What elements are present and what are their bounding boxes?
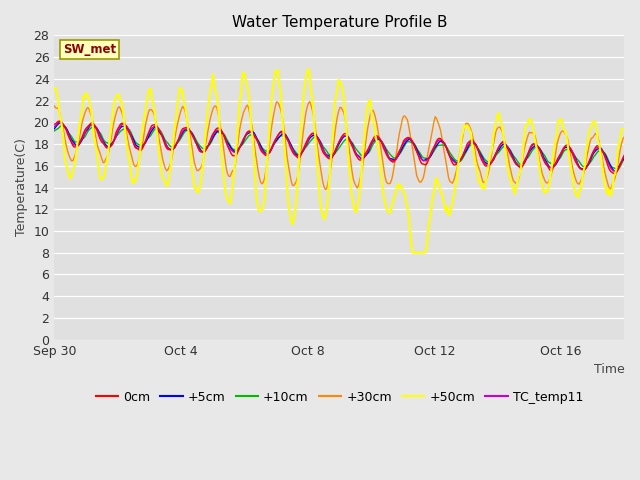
0cm xyxy=(503,144,511,150)
+5cm xyxy=(503,143,511,149)
0cm xyxy=(621,152,628,158)
+50cm xyxy=(383,205,390,211)
+5cm xyxy=(611,168,619,174)
+50cm xyxy=(305,66,312,72)
TC_temp11 xyxy=(611,168,619,174)
Line: +5cm: +5cm xyxy=(54,122,625,171)
+50cm xyxy=(492,119,500,125)
+5cm xyxy=(447,155,455,160)
TC_temp11 xyxy=(447,156,455,162)
+30cm xyxy=(449,180,456,186)
+50cm xyxy=(449,200,456,205)
0cm xyxy=(56,118,63,124)
+10cm xyxy=(58,122,66,128)
Text: SW_met: SW_met xyxy=(63,43,116,56)
+30cm xyxy=(94,144,102,150)
+5cm xyxy=(383,148,390,154)
0cm xyxy=(491,154,499,159)
+10cm xyxy=(491,155,499,161)
0cm xyxy=(51,121,58,127)
+50cm xyxy=(94,160,102,166)
+5cm xyxy=(51,126,58,132)
+30cm xyxy=(621,134,628,140)
+50cm xyxy=(504,167,512,173)
TC_temp11 xyxy=(51,124,58,130)
TC_temp11 xyxy=(491,153,499,158)
+30cm xyxy=(322,187,330,192)
+10cm xyxy=(574,157,582,163)
+30cm xyxy=(575,181,583,187)
0cm xyxy=(574,163,582,169)
+50cm xyxy=(51,87,58,93)
+50cm xyxy=(621,125,628,131)
+10cm xyxy=(95,129,103,135)
0cm xyxy=(95,134,103,140)
+10cm xyxy=(621,156,628,162)
0cm xyxy=(447,157,455,163)
Legend: 0cm, +5cm, +10cm, +30cm, +50cm, TC_temp11: 0cm, +5cm, +10cm, +30cm, +50cm, TC_temp1… xyxy=(91,385,588,408)
+30cm xyxy=(306,98,314,104)
Line: +50cm: +50cm xyxy=(54,69,625,253)
TC_temp11 xyxy=(503,143,511,148)
TC_temp11 xyxy=(383,149,390,155)
TC_temp11 xyxy=(621,154,628,159)
+30cm xyxy=(492,128,500,133)
+10cm xyxy=(447,152,455,157)
+10cm xyxy=(503,144,511,150)
0cm xyxy=(383,151,390,157)
TC_temp11 xyxy=(574,162,582,168)
+5cm xyxy=(491,154,499,159)
+10cm xyxy=(383,146,390,152)
+5cm xyxy=(57,120,65,125)
+30cm xyxy=(504,153,512,159)
Line: 0cm: 0cm xyxy=(54,121,625,173)
+10cm xyxy=(612,166,620,172)
+5cm xyxy=(621,155,628,161)
+30cm xyxy=(51,103,58,109)
TC_temp11 xyxy=(56,119,63,125)
+30cm xyxy=(384,180,392,186)
TC_temp11 xyxy=(95,131,103,137)
+5cm xyxy=(574,162,582,168)
Y-axis label: Temperature(C): Temperature(C) xyxy=(15,139,28,237)
+50cm xyxy=(575,186,583,192)
+10cm xyxy=(51,128,58,134)
X-axis label: Time: Time xyxy=(594,363,625,376)
Line: TC_temp11: TC_temp11 xyxy=(54,122,625,171)
Line: +30cm: +30cm xyxy=(54,101,625,190)
0cm xyxy=(611,170,619,176)
+5cm xyxy=(95,130,103,136)
Line: +10cm: +10cm xyxy=(54,125,625,169)
Title: Water Temperature Profile B: Water Temperature Profile B xyxy=(232,15,447,30)
+50cm xyxy=(409,250,417,256)
